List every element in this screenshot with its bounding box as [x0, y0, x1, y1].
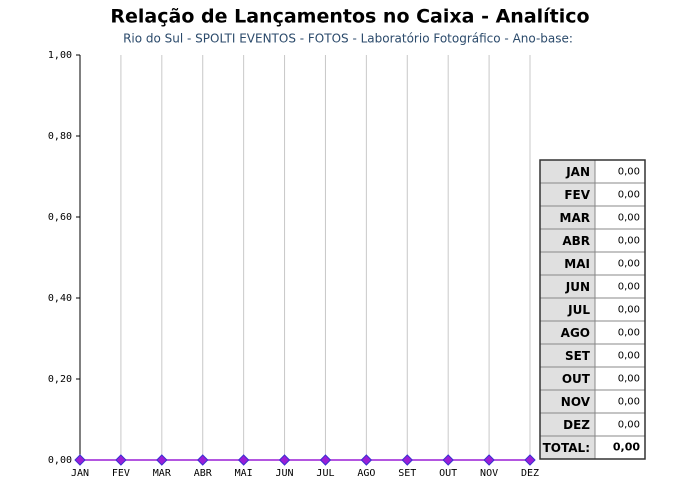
data-point: [237, 454, 250, 466]
data-point: [156, 454, 168, 466]
data-point: [524, 454, 536, 466]
x-tick-label: MAI: [235, 468, 253, 479]
x-tick-label: JUN: [276, 468, 294, 479]
data-point: [442, 454, 454, 466]
x-tick-label: SET: [398, 468, 416, 479]
table-value: 0,00: [613, 441, 640, 454]
table-value: 0,00: [618, 305, 640, 316]
chart-title: Relação de Lançamentos no Caixa - Analít…: [110, 6, 589, 28]
x-tick-label: AGO: [357, 468, 375, 479]
data-point: [115, 454, 127, 466]
chart-subtitle: Rio do Sul - SPOLTI EVENTOS - FOTOS - La…: [123, 32, 573, 46]
y-tick-label: 0,80: [48, 131, 72, 142]
y-tick-label: 1,00: [48, 50, 72, 61]
plot-area: [80, 55, 530, 460]
table-value: 0,00: [618, 259, 640, 270]
table-value: 0,00: [618, 420, 640, 431]
table-label: ABR: [562, 234, 590, 248]
table-label: OUT: [562, 372, 591, 386]
table-label: AGO: [561, 326, 590, 340]
table-label: SET: [565, 349, 591, 363]
x-tick-label: NOV: [480, 468, 498, 479]
y-tick-label: 0,40: [48, 293, 72, 304]
x-tick-label: ABR: [194, 468, 213, 479]
x-tick-label: JAN: [71, 468, 89, 479]
table-label: TOTAL:: [543, 441, 590, 455]
x-tick-label: FEV: [112, 468, 130, 479]
x-tick-label: MAR: [153, 468, 172, 479]
table-label: MAR: [560, 211, 590, 225]
table-label: JAN: [565, 165, 590, 179]
table-label: DEZ: [563, 418, 590, 432]
table-label: JUN: [565, 280, 590, 294]
table-value: 0,00: [618, 351, 640, 362]
data-point: [483, 454, 495, 466]
table-value: 0,00: [618, 374, 640, 385]
data-point: [74, 454, 86, 466]
x-tick-label: OUT: [439, 468, 457, 479]
table-value: 0,00: [618, 236, 640, 247]
table-value: 0,00: [618, 328, 640, 339]
data-point: [278, 454, 291, 466]
table-value: 0,00: [618, 397, 640, 408]
data-point: [319, 454, 332, 466]
y-tick-label: 0,20: [48, 374, 72, 385]
table-border: [539, 159, 646, 460]
table-value: 0,00: [618, 190, 640, 201]
data-point: [401, 454, 413, 466]
table-value: 0,00: [618, 282, 640, 293]
table-label: MAI: [564, 257, 590, 271]
table-value: 0,00: [618, 167, 640, 178]
data-point: [197, 454, 209, 466]
x-tick-label: JUL: [316, 468, 334, 479]
table-label: FEV: [564, 188, 590, 202]
y-tick-label: 0,60: [48, 212, 72, 223]
table-value: 0,00: [618, 213, 640, 224]
y-tick-label: 0,00: [48, 455, 72, 466]
x-tick-label: DEZ: [521, 468, 539, 479]
table-label: JUL: [567, 303, 590, 317]
data-point: [360, 454, 373, 466]
table-label: NOV: [561, 395, 591, 409]
